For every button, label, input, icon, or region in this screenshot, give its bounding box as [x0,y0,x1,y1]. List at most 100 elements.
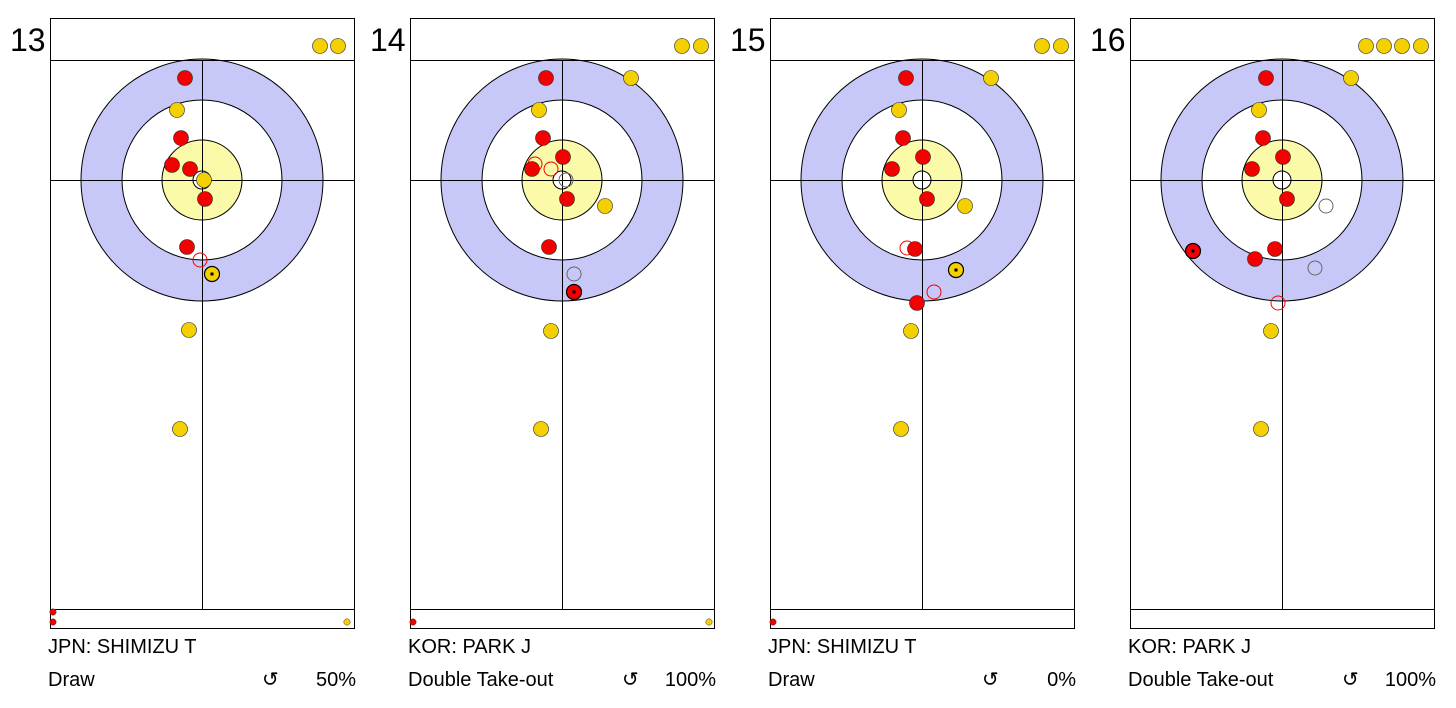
previous-stone-position [192,252,208,268]
yellow-stone [597,198,613,214]
counterclockwise-rotation-icon: ↺ [982,669,999,691]
sheet-area [49,18,355,629]
yellow-stone [893,421,909,437]
previous-stone-position [543,161,559,177]
yellow-stone [531,102,547,118]
yellow-stone [623,70,639,86]
player-name: JPN: SHIMIZU T [48,636,197,658]
yellow-stone [957,198,973,214]
previous-stone-position [1307,260,1323,276]
thrown-count-red [49,608,57,616]
thrown-stone-outline [565,283,583,301]
red-stone [1275,149,1291,165]
yellow-stone [1251,102,1267,118]
red-stone [524,161,540,177]
shot-type: Draw [768,669,815,691]
red-stone [535,130,551,146]
thrown-count-red [769,618,777,626]
red-stone [179,239,195,255]
yellow-stone [1376,38,1392,54]
sheet-area [1130,18,1435,629]
thrown-stone-marker [1191,249,1195,253]
red-stone [559,191,575,207]
shot-type: Draw [48,669,95,691]
yellow-stone [543,323,559,339]
yellow-stone [1263,323,1279,339]
red-stone [1244,161,1260,177]
panel-shot-15: 15 JPN: SHIMIZU T Draw ↺ 0% [720,0,1080,708]
yellow-stone [693,38,709,54]
red-stone [1255,130,1271,146]
thrown-stone-marker [210,272,214,276]
thrown-stone-outline [203,265,221,283]
yellow-stone [1053,38,1069,54]
thrown-stone-outline [947,261,965,279]
yellow-stone [312,38,328,54]
shot-number: 13 [10,22,46,58]
red-stone [915,149,931,165]
shot-percentage: 50% [315,669,356,691]
previous-stone-position [566,266,582,282]
yellow-stone [891,102,907,118]
red-stone [182,161,198,177]
panel-shot-13: 13 JPN: SHIMIZU T Draw ↺ 50% [0,0,360,708]
yellow-stone [674,38,690,54]
red-stone [919,191,935,207]
yellow-stone [1034,38,1050,54]
thrown-count-red [409,618,417,626]
thrown-stone-marker [954,268,958,272]
yellow-stone [196,172,212,188]
thrown-stone-marker [572,290,576,294]
red-stone [1258,70,1274,86]
panel-shot-16: 16 KOR: PARK J Double Take-out ↺ 100% [1080,0,1440,708]
counterclockwise-rotation-icon: ↺ [622,669,639,691]
red-stone [538,70,554,86]
sheet-diagram [409,18,715,629]
counterclockwise-rotation-icon: ↺ [262,669,279,691]
yellow-stone [903,323,919,339]
yellow-stone [1343,70,1359,86]
sheet-diagram [1130,18,1435,629]
previous-stone-position [558,172,574,188]
red-stone [555,149,571,165]
previous-stone-position [1318,198,1334,214]
shot-percentage: 100% [1384,669,1436,691]
yellow-stone [533,421,549,437]
player-name: KOR: PARK J [1128,636,1251,658]
red-stone [895,130,911,146]
sheet-area [769,18,1075,629]
sheet-diagram [49,18,355,629]
shot-number: 14 [370,22,406,58]
thrown-count-red [49,618,57,626]
thrown-count-yellow [343,618,351,626]
red-stone [164,157,180,173]
player-name: KOR: PARK J [408,636,531,658]
red-stone [884,161,900,177]
red-stone [197,191,213,207]
red-stone [177,70,193,86]
yellow-stone [172,421,188,437]
red-stone [898,70,914,86]
sheet-diagram [769,18,1075,629]
red-stone [541,239,557,255]
red-stone [1247,251,1263,267]
sheet-area [409,18,715,629]
previous-stone-position [926,284,942,300]
yellow-stone [181,322,197,338]
previous-stone-position [1270,295,1286,311]
shot-percentage: 0% [1047,669,1076,691]
red-stone [909,295,925,311]
yellow-stone [169,102,185,118]
shot-number: 16 [1090,22,1126,58]
shot-type: Double Take-out [1128,669,1274,691]
counterclockwise-rotation-icon: ↺ [1342,669,1359,691]
yellow-stone [1358,38,1374,54]
shot-type: Double Take-out [408,669,554,691]
shot-number: 15 [730,22,766,58]
yellow-stone [330,38,346,54]
thrown-count-yellow [705,618,713,626]
player-name: JPN: SHIMIZU T [768,636,917,658]
red-stone [1279,191,1295,207]
red-stone [173,130,189,146]
yellow-stone [1413,38,1429,54]
